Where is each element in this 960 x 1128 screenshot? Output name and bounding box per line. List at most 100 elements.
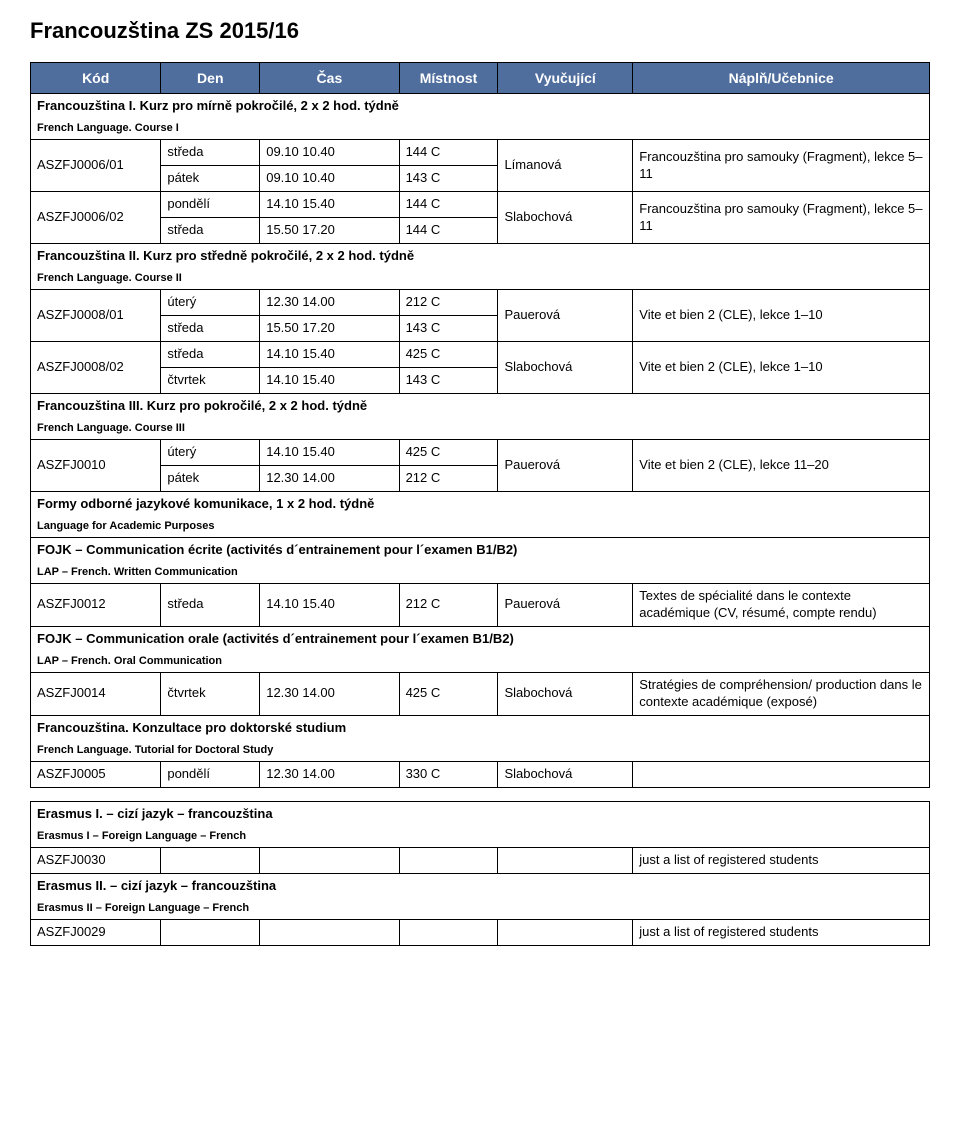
cell-code: ASZFJ0008/01 xyxy=(31,290,161,342)
table-row: ASZFJ0006/02pondělí14.10 15.40144 CSlabo… xyxy=(31,192,930,218)
cell-time: 14.10 15.40 xyxy=(260,192,399,218)
col-content: Náplň/Učebnice xyxy=(633,63,930,94)
cell-day: středa xyxy=(161,316,260,342)
gap-row xyxy=(31,787,930,801)
cell-time: 12.30 14.00 xyxy=(260,761,399,787)
section-title: Erasmus I. – cizí jazyk – francouzština xyxy=(31,801,930,826)
cell-content: Stratégies de compréhension/ production … xyxy=(633,673,930,716)
cell-day: pátek xyxy=(161,166,260,192)
table-row: ASZFJ0014čtvrtek12.30 14.00425 CSlabocho… xyxy=(31,673,930,716)
table-row: ASZFJ0008/02středa14.10 15.40425 CSlaboc… xyxy=(31,341,930,367)
col-day: Den xyxy=(161,63,260,94)
cell-teacher: Slabochová xyxy=(498,341,633,393)
col-teacher: Vyučující xyxy=(498,63,633,94)
cell-content: Textes de spécialité dans le contexte ac… xyxy=(633,584,930,627)
cell-room xyxy=(399,848,498,874)
section-subtitle: LAP – French. Oral Communication xyxy=(31,652,930,673)
table-row: ASZFJ0006/01středa09.10 10.40144 CLímano… xyxy=(31,140,930,166)
cell-room: 212 C xyxy=(399,584,498,627)
cell-code: ASZFJ0005 xyxy=(31,761,161,787)
cell-teacher: Límanová xyxy=(498,140,633,192)
cell-room: 144 C xyxy=(399,218,498,244)
cell-teacher: Pauerová xyxy=(498,439,633,491)
cell-content: Vite et bien 2 (CLE), lekce 1–10 xyxy=(633,341,930,393)
cell-time: 12.30 14.00 xyxy=(260,673,399,716)
section-title: FOJK – Communication écrite (activités d… xyxy=(31,537,930,562)
section-subtitle: French Language. Tutorial for Doctoral S… xyxy=(31,741,930,762)
col-time: Čas xyxy=(260,63,399,94)
page-title: Francouzština ZS 2015/16 xyxy=(30,18,930,44)
cell-day: pátek xyxy=(161,465,260,491)
cell-code: ASZFJ0006/01 xyxy=(31,140,161,192)
cell-room xyxy=(399,920,498,946)
cell-content: Francouzština pro samouky (Fragment), le… xyxy=(633,192,930,244)
section-subtitle: Erasmus II – Foreign Language – French xyxy=(31,899,930,920)
section-subtitle: LAP – French. Written Communication xyxy=(31,563,930,584)
cell-content xyxy=(633,761,930,787)
section-title: Francouzština II. Kurz pro středně pokro… xyxy=(31,243,930,268)
cell-teacher: Pauerová xyxy=(498,290,633,342)
cell-time: 14.10 15.40 xyxy=(260,584,399,627)
cell-code: ASZFJ0014 xyxy=(31,673,161,716)
cell-code: ASZFJ0030 xyxy=(31,848,161,874)
section-subtitle: French Language. Course I xyxy=(31,119,930,140)
cell-time xyxy=(260,920,399,946)
cell-teacher xyxy=(498,848,633,874)
section-title: Erasmus II. – cizí jazyk – francouzština xyxy=(31,873,930,898)
cell-time xyxy=(260,848,399,874)
cell-time: 15.50 17.20 xyxy=(260,316,399,342)
cell-content: just a list of registered students xyxy=(633,920,930,946)
cell-teacher: Slabochová xyxy=(498,761,633,787)
cell-room: 425 C xyxy=(399,673,498,716)
table-row: ASZFJ0012středa14.10 15.40212 CPauerováT… xyxy=(31,584,930,627)
table-row: ASZFJ0010úterý14.10 15.40425 CPauerováVi… xyxy=(31,439,930,465)
cell-room: 212 C xyxy=(399,465,498,491)
cell-teacher: Slabochová xyxy=(498,192,633,244)
section-title: Francouzština I. Kurz pro mírně pokročil… xyxy=(31,94,930,119)
cell-teacher xyxy=(498,920,633,946)
cell-time: 12.30 14.00 xyxy=(260,290,399,316)
cell-time: 09.10 10.40 xyxy=(260,166,399,192)
section-subtitle: Erasmus I – Foreign Language – French xyxy=(31,827,930,848)
cell-content: just a list of registered students xyxy=(633,848,930,874)
table-row: ASZFJ0008/01úterý12.30 14.00212 CPauerov… xyxy=(31,290,930,316)
cell-day: pondělí xyxy=(161,761,260,787)
cell-day: pondělí xyxy=(161,192,260,218)
cell-code: ASZFJ0008/02 xyxy=(31,341,161,393)
cell-content: Vite et bien 2 (CLE), lekce 1–10 xyxy=(633,290,930,342)
cell-time: 15.50 17.20 xyxy=(260,218,399,244)
cell-day xyxy=(161,920,260,946)
col-room: Místnost xyxy=(399,63,498,94)
cell-day: středa xyxy=(161,218,260,244)
cell-content: Francouzština pro samouky (Fragment), le… xyxy=(633,140,930,192)
cell-room: 143 C xyxy=(399,316,498,342)
table-row: ASZFJ0029 just a list of registered stude… xyxy=(31,920,930,946)
cell-teacher: Slabochová xyxy=(498,673,633,716)
section-subtitle: French Language. Course II xyxy=(31,269,930,290)
cell-content: Vite et bien 2 (CLE), lekce 11–20 xyxy=(633,439,930,491)
cell-time: 09.10 10.40 xyxy=(260,140,399,166)
section-title: FOJK – Communication orale (activités d´… xyxy=(31,626,930,651)
section-title: Francouzština III. Kurz pro pokročilé, 2… xyxy=(31,393,930,418)
cell-teacher: Pauerová xyxy=(498,584,633,627)
schedule-table: Kód Den Čas Místnost Vyučující Náplň/Uče… xyxy=(30,62,930,946)
cell-day: středa xyxy=(161,584,260,627)
cell-time: 14.10 15.40 xyxy=(260,367,399,393)
table-row: ASZFJ0005pondělí12.30 14.00330 CSlabocho… xyxy=(31,761,930,787)
cell-code: ASZFJ0029 xyxy=(31,920,161,946)
section-subtitle: French Language. Course III xyxy=(31,419,930,440)
cell-day: úterý xyxy=(161,290,260,316)
header-row: Kód Den Čas Místnost Vyučující Náplň/Uče… xyxy=(31,63,930,94)
cell-code: ASZFJ0010 xyxy=(31,439,161,491)
cell-day: středa xyxy=(161,341,260,367)
cell-room: 425 C xyxy=(399,341,498,367)
section-title: Francouzština. Konzultace pro doktorské … xyxy=(31,715,930,740)
section-subtitle: Language for Academic Purposes xyxy=(31,517,930,538)
cell-day: středa xyxy=(161,140,260,166)
cell-time: 14.10 15.40 xyxy=(260,341,399,367)
cell-room: 144 C xyxy=(399,140,498,166)
cell-room: 143 C xyxy=(399,166,498,192)
table-row: ASZFJ0030 just a list of registered stude… xyxy=(31,848,930,874)
cell-day: čtvrtek xyxy=(161,367,260,393)
cell-room: 144 C xyxy=(399,192,498,218)
